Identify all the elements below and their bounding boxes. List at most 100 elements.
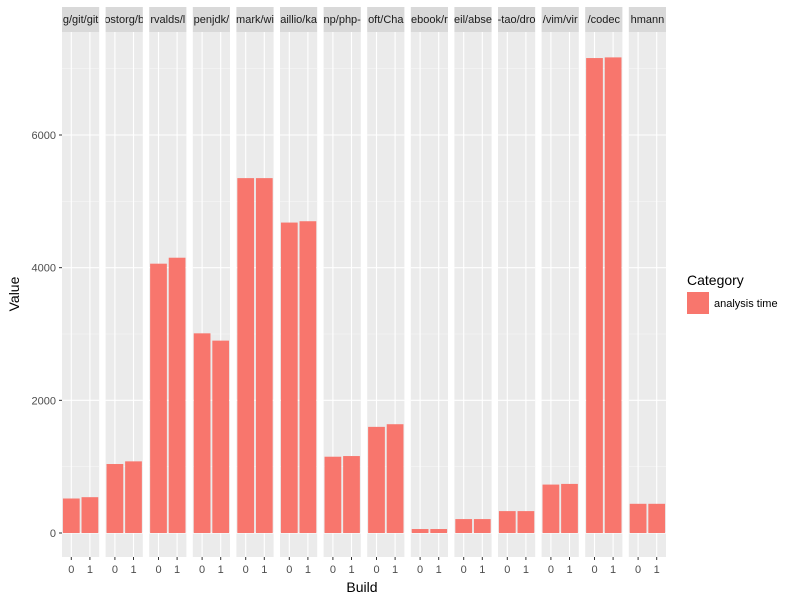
facet-strip xyxy=(410,7,448,32)
facet-strip-label: ebook/r xyxy=(411,14,448,26)
facet-strip xyxy=(585,7,623,32)
x-tick-label: 1 xyxy=(436,564,442,576)
bar-1 xyxy=(255,178,273,533)
facet-panel: np/php- 0 1 xyxy=(323,7,361,576)
x-tick-label: 1 xyxy=(566,564,572,576)
x-tick-label: 0 xyxy=(635,564,641,576)
bar-0 xyxy=(368,426,385,533)
x-axis-title: Build xyxy=(346,579,377,595)
facet-panel: mark/wi 0 1 xyxy=(236,7,274,576)
x-tick-label: 1 xyxy=(261,564,267,576)
x-tick-label: 0 xyxy=(504,564,510,576)
facet-panel: /codec 0 1 xyxy=(585,7,623,576)
facet-strip-label: /vim/vir xyxy=(543,14,578,26)
panel-background xyxy=(498,32,536,557)
y-tick-label: 2000 xyxy=(32,395,56,407)
facet-strip xyxy=(367,7,405,32)
facet-strip xyxy=(628,7,666,32)
x-tick-label: 0 xyxy=(548,564,554,576)
y-tick-label: 0 xyxy=(50,528,56,540)
bar-0 xyxy=(237,178,255,533)
facet-panel: eil/abse 0 1 xyxy=(454,7,492,576)
legend-label-analysis-time: analysis time xyxy=(714,298,778,310)
panel-background xyxy=(410,32,448,557)
facet-strip xyxy=(323,7,361,32)
panel-background xyxy=(541,32,579,557)
legend-title: Category xyxy=(687,272,744,288)
x-tick-label: 0 xyxy=(417,564,423,576)
x-tick-label: 1 xyxy=(174,564,180,576)
legend: Category analysis time xyxy=(687,272,778,314)
x-tick-label: 1 xyxy=(523,564,529,576)
facet-strip-label: eil/abse xyxy=(454,14,492,26)
x-tick-label: 1 xyxy=(348,564,354,576)
bar-0 xyxy=(324,456,342,533)
bar-1 xyxy=(604,57,622,533)
bar-1 xyxy=(125,461,142,533)
panel-background xyxy=(62,32,100,557)
bar-0 xyxy=(150,263,167,533)
facet-strip-label: aillio/ka xyxy=(280,14,318,26)
bar-0 xyxy=(542,484,560,533)
y-axis-title: Value xyxy=(6,276,22,311)
bar-0 xyxy=(455,519,473,533)
facet-panel: ostorg/b 0 1 xyxy=(104,7,144,576)
x-tick-label: 0 xyxy=(112,564,118,576)
facet-panel: aillio/ka 0 1 xyxy=(280,7,318,576)
bar-0 xyxy=(62,498,80,533)
facet-panel: hmann 0 1 xyxy=(628,7,666,576)
facet-strip-label: oft/Cha xyxy=(368,14,404,26)
facet-strip-label: hmann xyxy=(631,14,665,26)
facet-strip xyxy=(62,7,100,32)
facet-panel: -tao/dro 0 1 xyxy=(498,7,536,576)
bar-1 xyxy=(430,529,448,533)
x-tick-label: 0 xyxy=(243,564,249,576)
facet-strip-label: mark/wi xyxy=(236,14,274,26)
facet-strip-label: ostorg/b xyxy=(104,14,144,26)
facet-panel: penjdk/0 1 xyxy=(192,7,230,576)
bar-1 xyxy=(168,257,186,533)
x-tick-label: 1 xyxy=(87,564,93,576)
bar-0 xyxy=(498,511,516,533)
bar-0 xyxy=(411,529,429,533)
facet-panel: ebook/r 0 1 xyxy=(410,7,448,576)
bar-0 xyxy=(193,333,211,533)
bar-1 xyxy=(473,519,491,533)
x-tick-label: 0 xyxy=(199,564,205,576)
x-tick-label: 0 xyxy=(155,564,161,576)
x-tick-label: 0 xyxy=(461,564,467,576)
x-tick-label: 1 xyxy=(610,564,616,576)
panel-background xyxy=(628,32,666,557)
facet-strip-label: /codec xyxy=(588,14,621,26)
facet-strip-label: penjdk/ xyxy=(194,14,230,26)
facet-strip xyxy=(149,7,187,32)
facet-panel: /vim/vir 0 1 xyxy=(541,7,579,576)
facet-strip xyxy=(541,7,579,32)
y-tick-label: 4000 xyxy=(32,263,56,275)
facet-strip-label: -tao/dro xyxy=(498,14,536,26)
x-tick-label: 1 xyxy=(305,564,311,576)
x-tick-label: 0 xyxy=(286,564,292,576)
x-tick-label: 0 xyxy=(591,564,597,576)
bar-1 xyxy=(648,503,666,533)
bar-1 xyxy=(81,497,99,533)
legend-key-analysis-time xyxy=(687,292,709,314)
bar-1 xyxy=(561,483,578,533)
y-axis: 0 2000 4000 6000 xyxy=(32,130,62,540)
bar-1 xyxy=(386,424,404,533)
x-tick-label: 0 xyxy=(373,564,379,576)
bar-1 xyxy=(212,340,230,533)
bar-1 xyxy=(343,456,360,533)
facet-strip xyxy=(105,7,143,32)
x-tick-label: 1 xyxy=(654,564,660,576)
bar-0 xyxy=(280,222,298,533)
facet-strip xyxy=(498,7,536,32)
x-tick-label: 1 xyxy=(392,564,398,576)
bar-0 xyxy=(629,503,647,533)
bar-0 xyxy=(586,58,603,533)
bar-0 xyxy=(106,464,124,533)
facet-strip xyxy=(236,7,274,32)
facet-strip xyxy=(280,7,318,32)
